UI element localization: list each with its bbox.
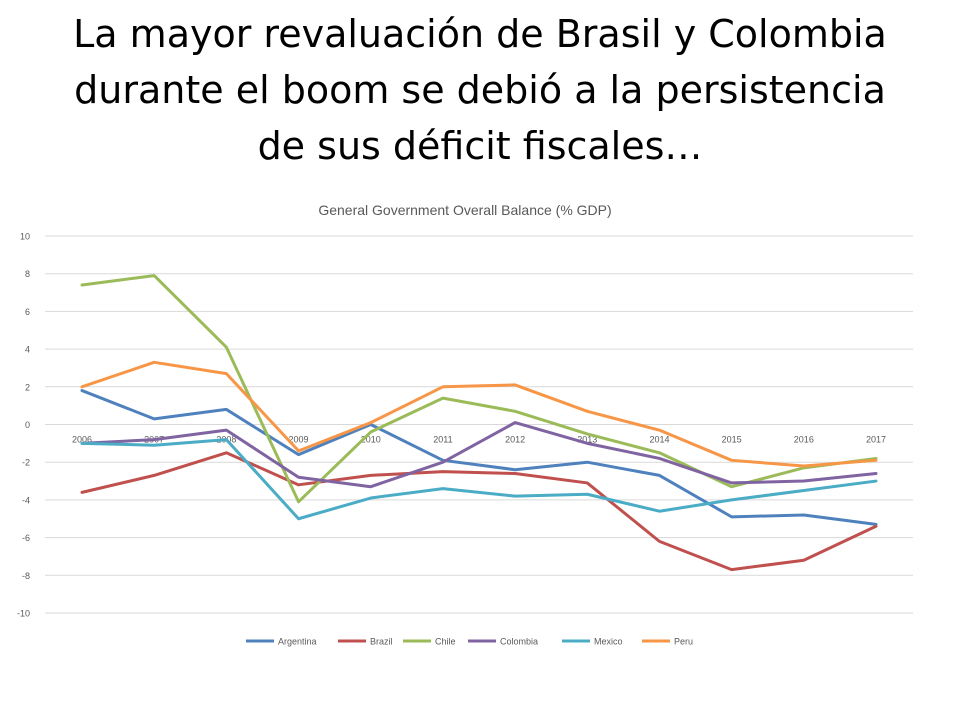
y-tick-label: -8	[22, 571, 30, 581]
x-tick-label: 2006	[72, 435, 92, 445]
x-tick-label: 2014	[649, 435, 669, 445]
y-tick-label: 10	[20, 232, 30, 242]
x-tick-label: 2010	[361, 435, 381, 445]
legend-label: Colombia	[500, 637, 538, 647]
line-chart: General Government Overall Balance (% GD…	[17, 202, 913, 647]
x-tick-label: 2013	[577, 435, 597, 445]
x-tick-label: 2017	[866, 435, 886, 445]
series-line-mexico	[80, 438, 878, 521]
y-tick-label: 0	[25, 420, 30, 430]
x-tick-label: 2015	[722, 435, 742, 445]
chart-title: General Government Overall Balance (% GD…	[318, 202, 611, 218]
x-tick-label: 2012	[505, 435, 525, 445]
y-tick-label: -4	[22, 495, 30, 505]
x-tick-label: 2016	[794, 435, 814, 445]
series-line-colombia	[80, 421, 878, 489]
y-tick-label: -10	[17, 609, 30, 619]
y-tick-label: 6	[25, 307, 30, 317]
x-tick-label: 2011	[433, 435, 452, 445]
y-tick-label: 8	[25, 269, 30, 279]
slide-title-line: durante el boom se debió a la persistenc…	[74, 68, 886, 112]
chart-gridlines	[45, 235, 913, 614]
legend-label: Peru	[674, 637, 693, 647]
legend-label: Mexico	[594, 637, 623, 647]
y-tick-label: 4	[25, 345, 30, 355]
series-line-argentina	[80, 389, 878, 526]
series-line-brazil	[80, 451, 878, 572]
y-axis-labels: 10 8 6 4 2 0 -2 -4 -6 -8 -10	[17, 232, 30, 619]
y-tick-label: -2	[22, 458, 30, 468]
legend-label: Argentina	[278, 637, 317, 647]
y-tick-label: -6	[22, 533, 30, 543]
slide-title-line: de sus déficit fiscales…	[257, 124, 703, 168]
series-line-peru	[80, 360, 878, 468]
y-tick-label: 2	[25, 382, 30, 392]
x-tick-label: 2009	[289, 435, 309, 445]
chart-legend: Argentina Brazil Chile Colombia Mexico Peru	[246, 637, 693, 647]
slide-title-line: La mayor revaluación de Brasil y Colombi…	[73, 12, 887, 56]
legend-label: Brazil	[370, 637, 393, 647]
legend-label: Chile	[435, 637, 456, 647]
series-lines	[80, 274, 878, 572]
slide-title: La mayor revaluación de Brasil y Colombi…	[0, 6, 960, 174]
series-line-chile	[80, 274, 878, 504]
